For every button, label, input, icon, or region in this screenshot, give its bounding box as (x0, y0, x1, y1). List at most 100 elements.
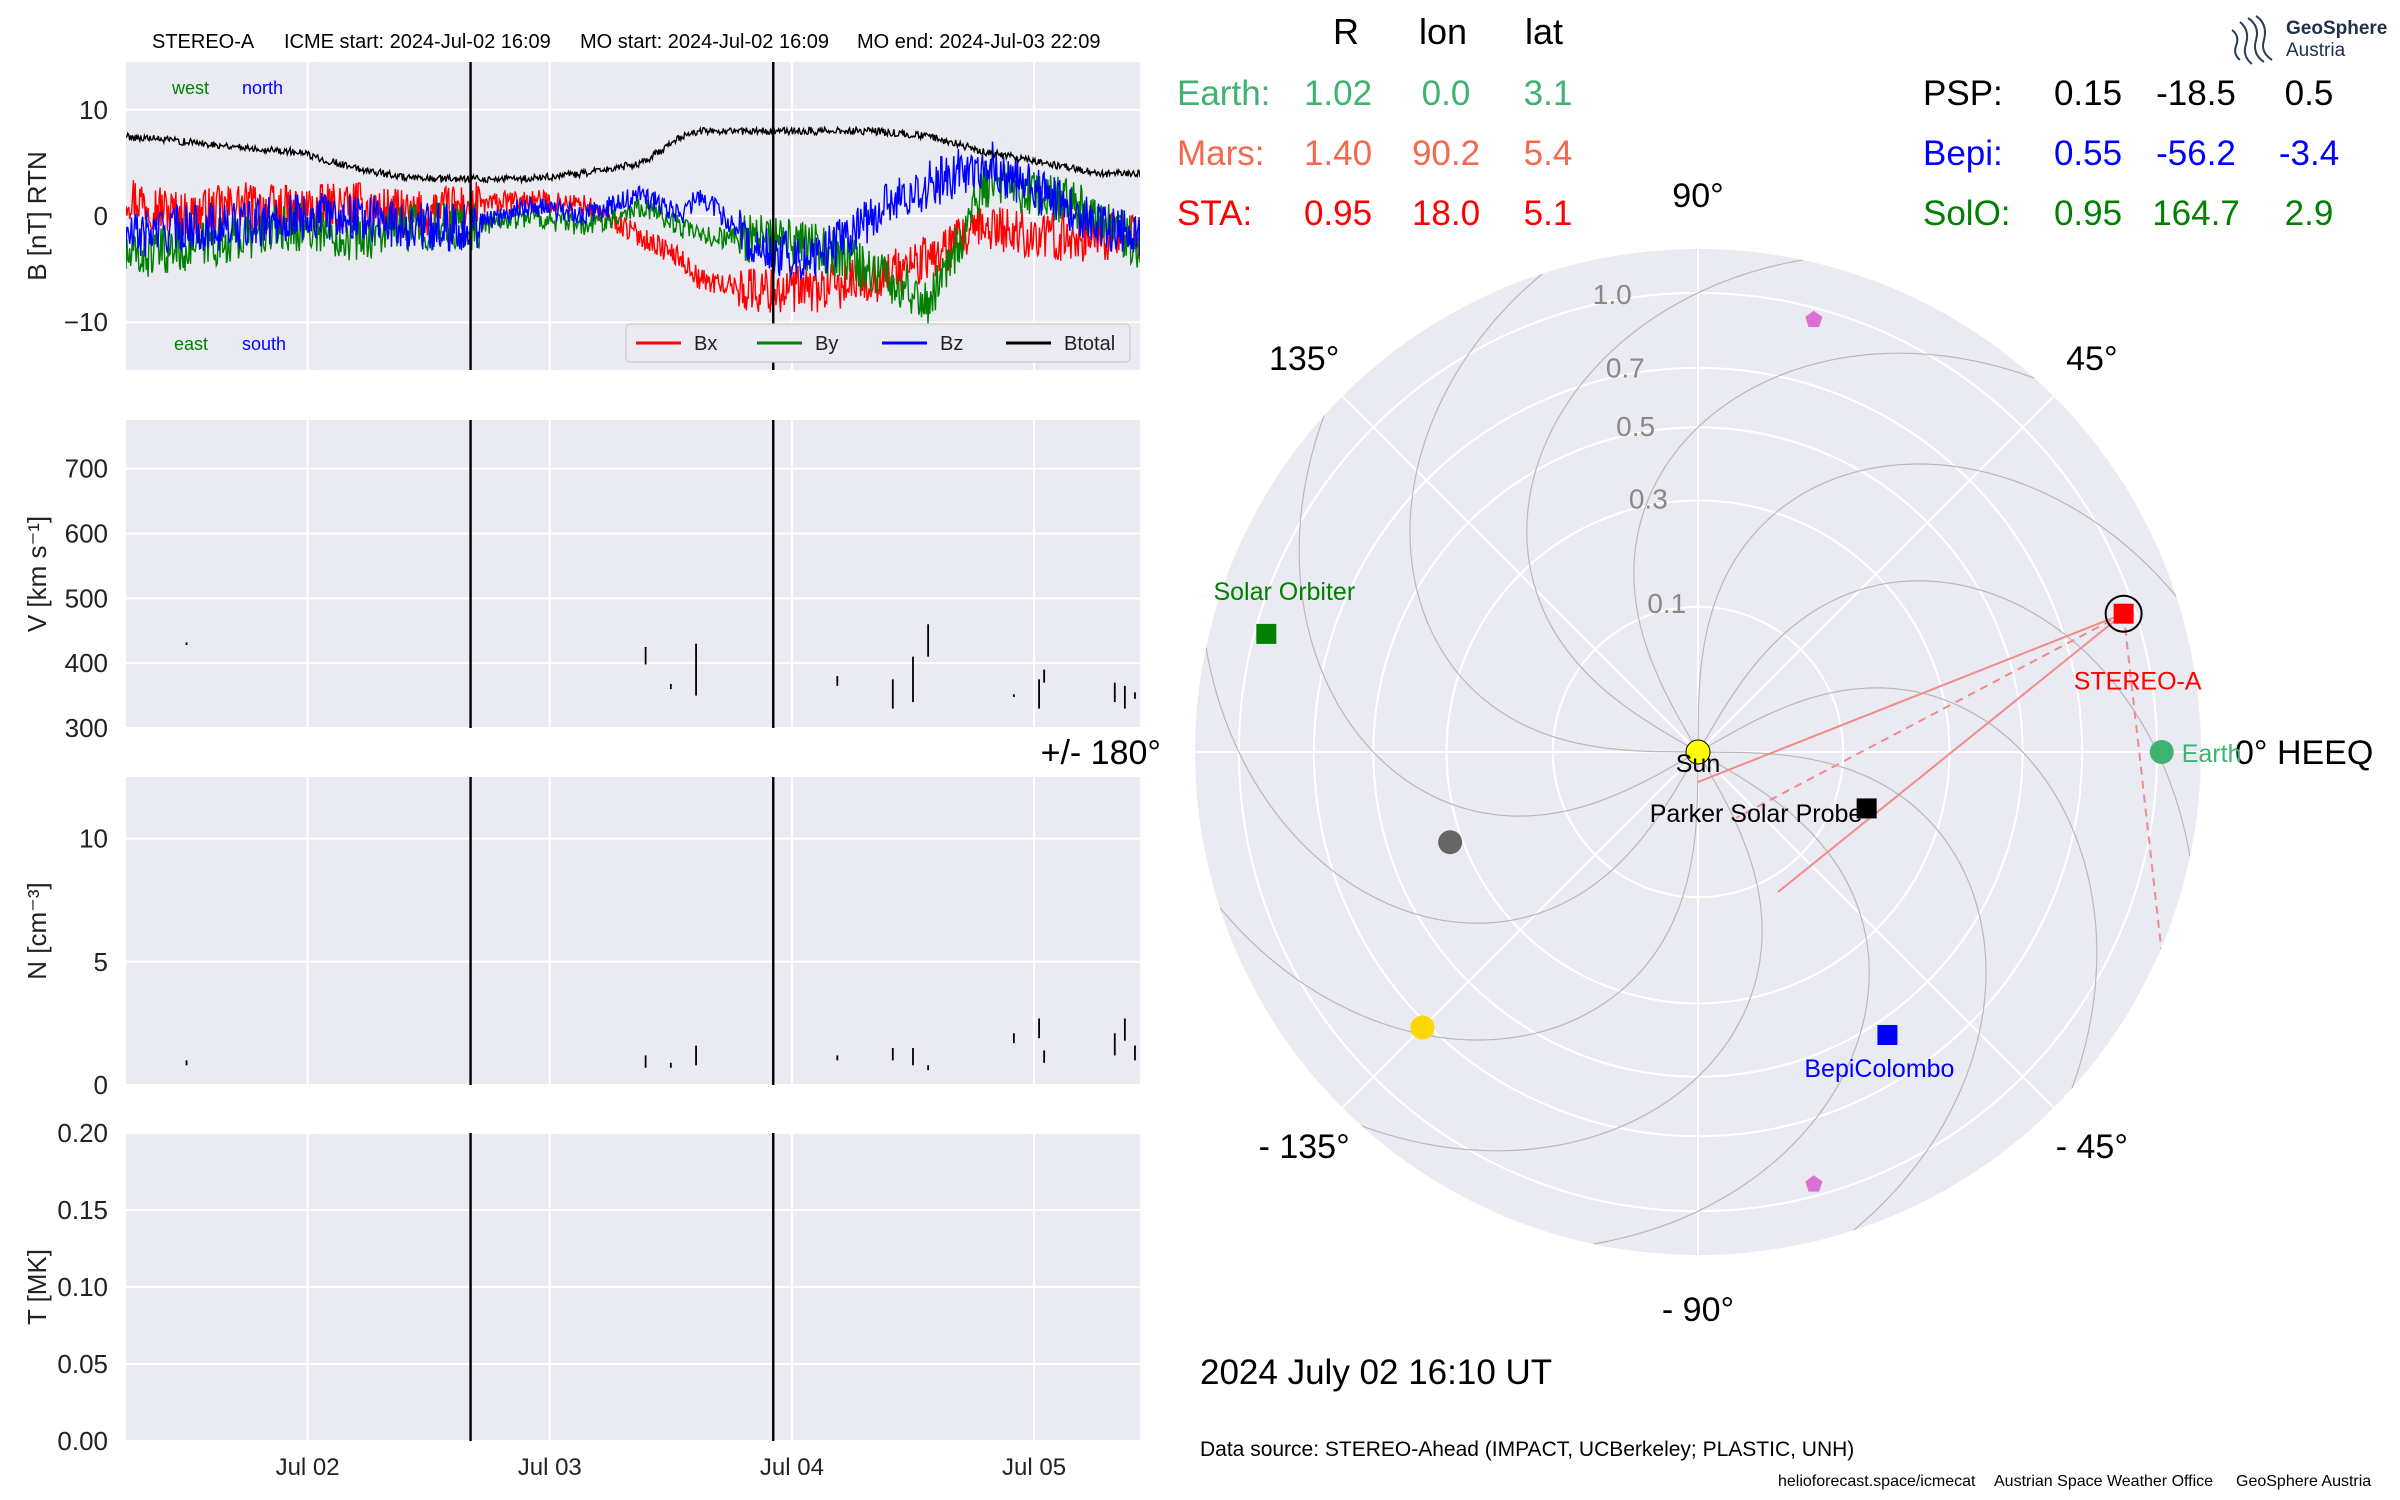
table-name: STA: (1177, 194, 1252, 233)
y-tick-label: 0 (94, 1070, 108, 1100)
parker-spiral (1205, 647, 1699, 924)
table-header-r: R (1333, 11, 1359, 52)
angle-label: 90° (1672, 177, 1723, 215)
table-lat: 0.5 (2285, 74, 2334, 113)
plot-content (126, 125, 1140, 324)
parker-spiral (1298, 415, 1699, 817)
sta-line-dashed (1735, 612, 2125, 819)
plot-background (126, 777, 1140, 1085)
polar-position-plot: 0.1 0.3 0.5 0.7 1.0 0° HEEQ 45° 90° 135° +/- 180°… (1041, 177, 2374, 1329)
table-header-lat: lat (1525, 11, 1563, 52)
density-panel: 0 5 10 N [cm⁻³] (22, 777, 1140, 1100)
header-spacecraft: STEREO-A (152, 31, 255, 53)
label-earth: Earth (2182, 740, 2242, 768)
table-name: Earth: (1177, 74, 1270, 113)
label-sun: Sun (1676, 750, 1720, 778)
footer-credit-1: helioforecast.space/icmecat (1778, 1473, 1976, 1490)
annotation-south: south (242, 334, 286, 354)
temperature-panel: 0.00 0.05 0.10 0.15 0.20 T [MK] Jul 02 Jul 03 Ju… (22, 1118, 1140, 1481)
table-r: 0.95 (1304, 194, 1372, 233)
table-r: 0.15 (2054, 74, 2122, 113)
plot-content (185, 1018, 1136, 1071)
table-lat: -3.4 (2279, 134, 2339, 173)
annotation-west: west (171, 78, 209, 98)
angle-label: +/- 180° (1041, 734, 1161, 772)
polar-content (1195, 249, 2201, 1255)
parker-spiral (1219, 751, 1699, 1041)
y-tick-label: 5 (94, 947, 108, 977)
table-lon: 164.7 (2152, 194, 2240, 233)
parker-spiral (1409, 273, 1699, 753)
footer-credit-3: GeoSphere Austria (2236, 1473, 2371, 1490)
table-r: 0.55 (2054, 134, 2122, 173)
annotation-north: north (242, 78, 283, 98)
logo-line2: Austria (2286, 40, 2346, 61)
table-r: 1.40 (1304, 134, 1372, 173)
y-axis-label: B [nT] RTN (22, 151, 52, 281)
y-axis-label: N [cm⁻³] (22, 882, 52, 980)
y-axis-label: V [km s⁻¹] (22, 516, 52, 632)
header-mo-start: MO start: 2024-Jul-02 16:09 (580, 31, 829, 53)
parker-spiral (1526, 259, 1803, 753)
radial-tick-label: 1.0 (1593, 279, 1632, 310)
sta-line-solid (1777, 612, 2125, 893)
radial-tick-label: 0.7 (1606, 353, 1645, 384)
y-tick-label: 0.00 (57, 1426, 108, 1456)
table-lon: 0.0 (1422, 74, 1471, 113)
table-lon: 18.0 (1412, 194, 1480, 233)
angle-label: 45° (2066, 340, 2117, 378)
stereo-a-lines (1697, 612, 2164, 965)
y-tick-label: 700 (65, 454, 108, 484)
x-tick-label: Jul 03 (518, 1454, 582, 1481)
header-icme-start: ICME start: 2024-Jul-02 16:09 (284, 31, 551, 53)
legend-label-btotal: Btotal (1064, 333, 1115, 355)
legend-label-bx: Bx (694, 333, 717, 355)
label-solar-orbiter: Solar Orbiter (1213, 578, 1355, 606)
angle-label: 0° HEEQ (2235, 734, 2373, 772)
angle-label: - 45° (2056, 1128, 2128, 1166)
angle-label: - 135° (1259, 1128, 1350, 1166)
y-tick-label: 0 (94, 201, 108, 231)
parker-spiral (1361, 751, 1763, 1152)
y-tick-label: 0.05 (57, 1349, 108, 1379)
table-header-lon: lon (1419, 11, 1467, 52)
y-tick-label: 600 (65, 518, 108, 548)
angular-gridline (1697, 395, 2055, 753)
table-lat: 2.9 (2285, 194, 2334, 233)
angular-gridline (1341, 751, 1699, 1109)
table-lon: -18.5 (2156, 74, 2236, 113)
plot-background (126, 420, 1140, 728)
marker-solar-orbiter (1256, 623, 1277, 644)
parker-spiral (1633, 352, 2035, 753)
table-name: Bepi: (1923, 134, 2003, 173)
timestamp: 2024 July 02 16:10 UT (1200, 1353, 1552, 1392)
speed-panel: 300 400 500 600 700 V [km s⁻¹] (22, 420, 1140, 743)
x-tick-label: Jul 02 (276, 1454, 340, 1481)
y-tick-label: 0.10 (57, 1272, 108, 1302)
annotation-east: east (174, 334, 208, 354)
y-tick-label: 10 (79, 95, 108, 125)
angle-label: 135° (1269, 340, 1339, 378)
data-source: Data source: STEREO-Ahead (IMPACT, UCBer… (1200, 1438, 1854, 1461)
radial-tick-label: 0.3 (1629, 483, 1668, 514)
footer-credit-2: Austrian Space Weather Office (1994, 1473, 2213, 1490)
y-axis-label: T [MK] (22, 1249, 52, 1325)
y-tick-label: 500 (65, 583, 108, 613)
radial-tick-label: 0.5 (1616, 411, 1655, 442)
x-tick-label: Jul 05 (1002, 1454, 1066, 1481)
legend: Bx By Bz Btotal (625, 323, 1131, 363)
marker-planet-pentagon-1 (1805, 310, 1823, 327)
parker-spiral (1593, 751, 1870, 1245)
table-r: 0.95 (2054, 194, 2122, 233)
marker-stereo-a (2113, 603, 2134, 624)
series-line-bz (126, 141, 1140, 281)
table-lon: 90.2 (1412, 134, 1480, 173)
marker-bepicolombo (1877, 1024, 1898, 1045)
header-mo-end: MO end: 2024-Jul-03 22:09 (857, 31, 1101, 53)
label-parker-solar-probe: Parker Solar Probe (1650, 800, 1863, 828)
sta-line-dashed (2122, 613, 2164, 965)
marker-mercury (1438, 830, 1463, 855)
angular-gridline (1697, 751, 2055, 1109)
